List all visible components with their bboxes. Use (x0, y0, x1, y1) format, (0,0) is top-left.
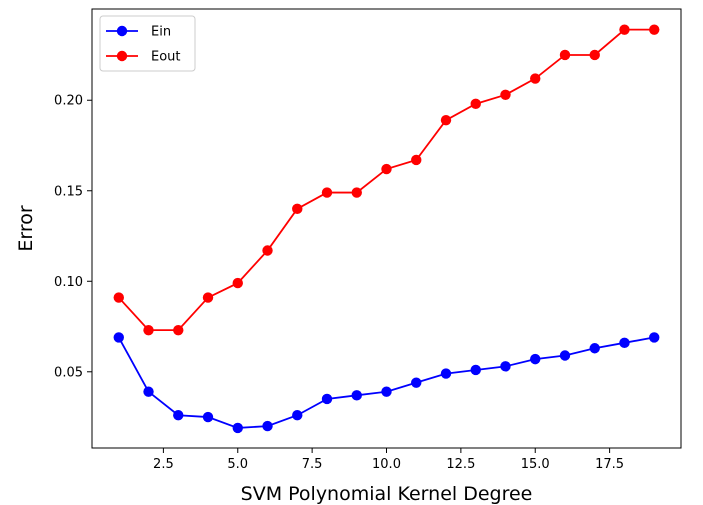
data-point-ein (649, 332, 660, 343)
series-layer (113, 24, 660, 434)
data-point-eout (440, 114, 452, 126)
data-point-eout (351, 187, 362, 198)
data-point-ein (232, 422, 243, 434)
x-tick-label: 12.5 (446, 457, 475, 472)
x-axis-label: SVM Polynomial Kernel Degree (241, 483, 533, 505)
data-point-ein (530, 353, 541, 365)
data-point-eout (232, 277, 243, 289)
y-axis-label: Error (15, 205, 37, 252)
legend-label-eout: Eout (151, 50, 181, 65)
y-axis-ticks: 0.05 0.10 0.15 0.20 (54, 94, 92, 380)
data-point-eout (202, 292, 214, 303)
data-point-eout (113, 292, 124, 303)
data-point-ein (351, 390, 362, 401)
data-point-ein (113, 332, 124, 343)
data-point-ein (619, 337, 630, 349)
data-point-eout (470, 98, 481, 110)
data-point-ein (143, 386, 154, 397)
data-point-eout (619, 24, 630, 35)
data-point-ein (559, 350, 571, 361)
x-axis-ticks: 2.5 5.0 7.5 10.0 12.5 15.0 17.5 (153, 448, 624, 472)
data-point-eout (173, 324, 184, 336)
data-point-eout (381, 163, 392, 175)
data-point-eout (321, 187, 333, 198)
x-tick-label: 10.0 (372, 457, 401, 472)
plot-area-frame (91, 8, 682, 449)
data-point-ein (202, 411, 214, 423)
y-tick-label: 0.20 (54, 94, 83, 109)
legend: Ein Eout (99, 15, 196, 72)
data-point-ein (589, 343, 600, 354)
legend-label-ein: Ein (151, 25, 171, 40)
data-point-ein (173, 410, 184, 421)
y-tick-label: 0.15 (54, 184, 83, 199)
data-point-ein (500, 361, 511, 372)
data-point-ein (411, 377, 422, 388)
data-point-eout (649, 24, 660, 35)
data-point-eout (530, 73, 541, 84)
data-point-eout (559, 49, 571, 61)
y-tick-label: 0.05 (54, 365, 83, 380)
data-point-eout (589, 49, 600, 61)
data-point-eout (143, 324, 154, 336)
data-point-ein (262, 420, 273, 432)
data-point-ein (321, 393, 333, 405)
data-point-eout (411, 154, 422, 166)
x-tick-label: 5.0 (227, 457, 248, 472)
y-tick-label: 0.10 (54, 275, 83, 290)
x-tick-label: 17.5 (595, 457, 624, 472)
data-point-eout (262, 245, 273, 256)
legend-marker-ein (116, 25, 128, 37)
data-point-ein (470, 364, 481, 376)
data-point-ein (440, 368, 452, 379)
x-tick-label: 15.0 (521, 457, 550, 472)
x-tick-label: 2.5 (153, 457, 174, 472)
legend-box (99, 15, 196, 72)
data-point-ein (292, 410, 303, 421)
data-point-ein (381, 386, 392, 397)
series-line-ein (117, 336, 655, 429)
legend-marker-eout (116, 50, 128, 62)
series-line-eout (118, 28, 655, 332)
data-point-eout (292, 203, 303, 215)
data-point-eout (500, 89, 511, 101)
x-tick-label: 7.5 (302, 457, 323, 472)
